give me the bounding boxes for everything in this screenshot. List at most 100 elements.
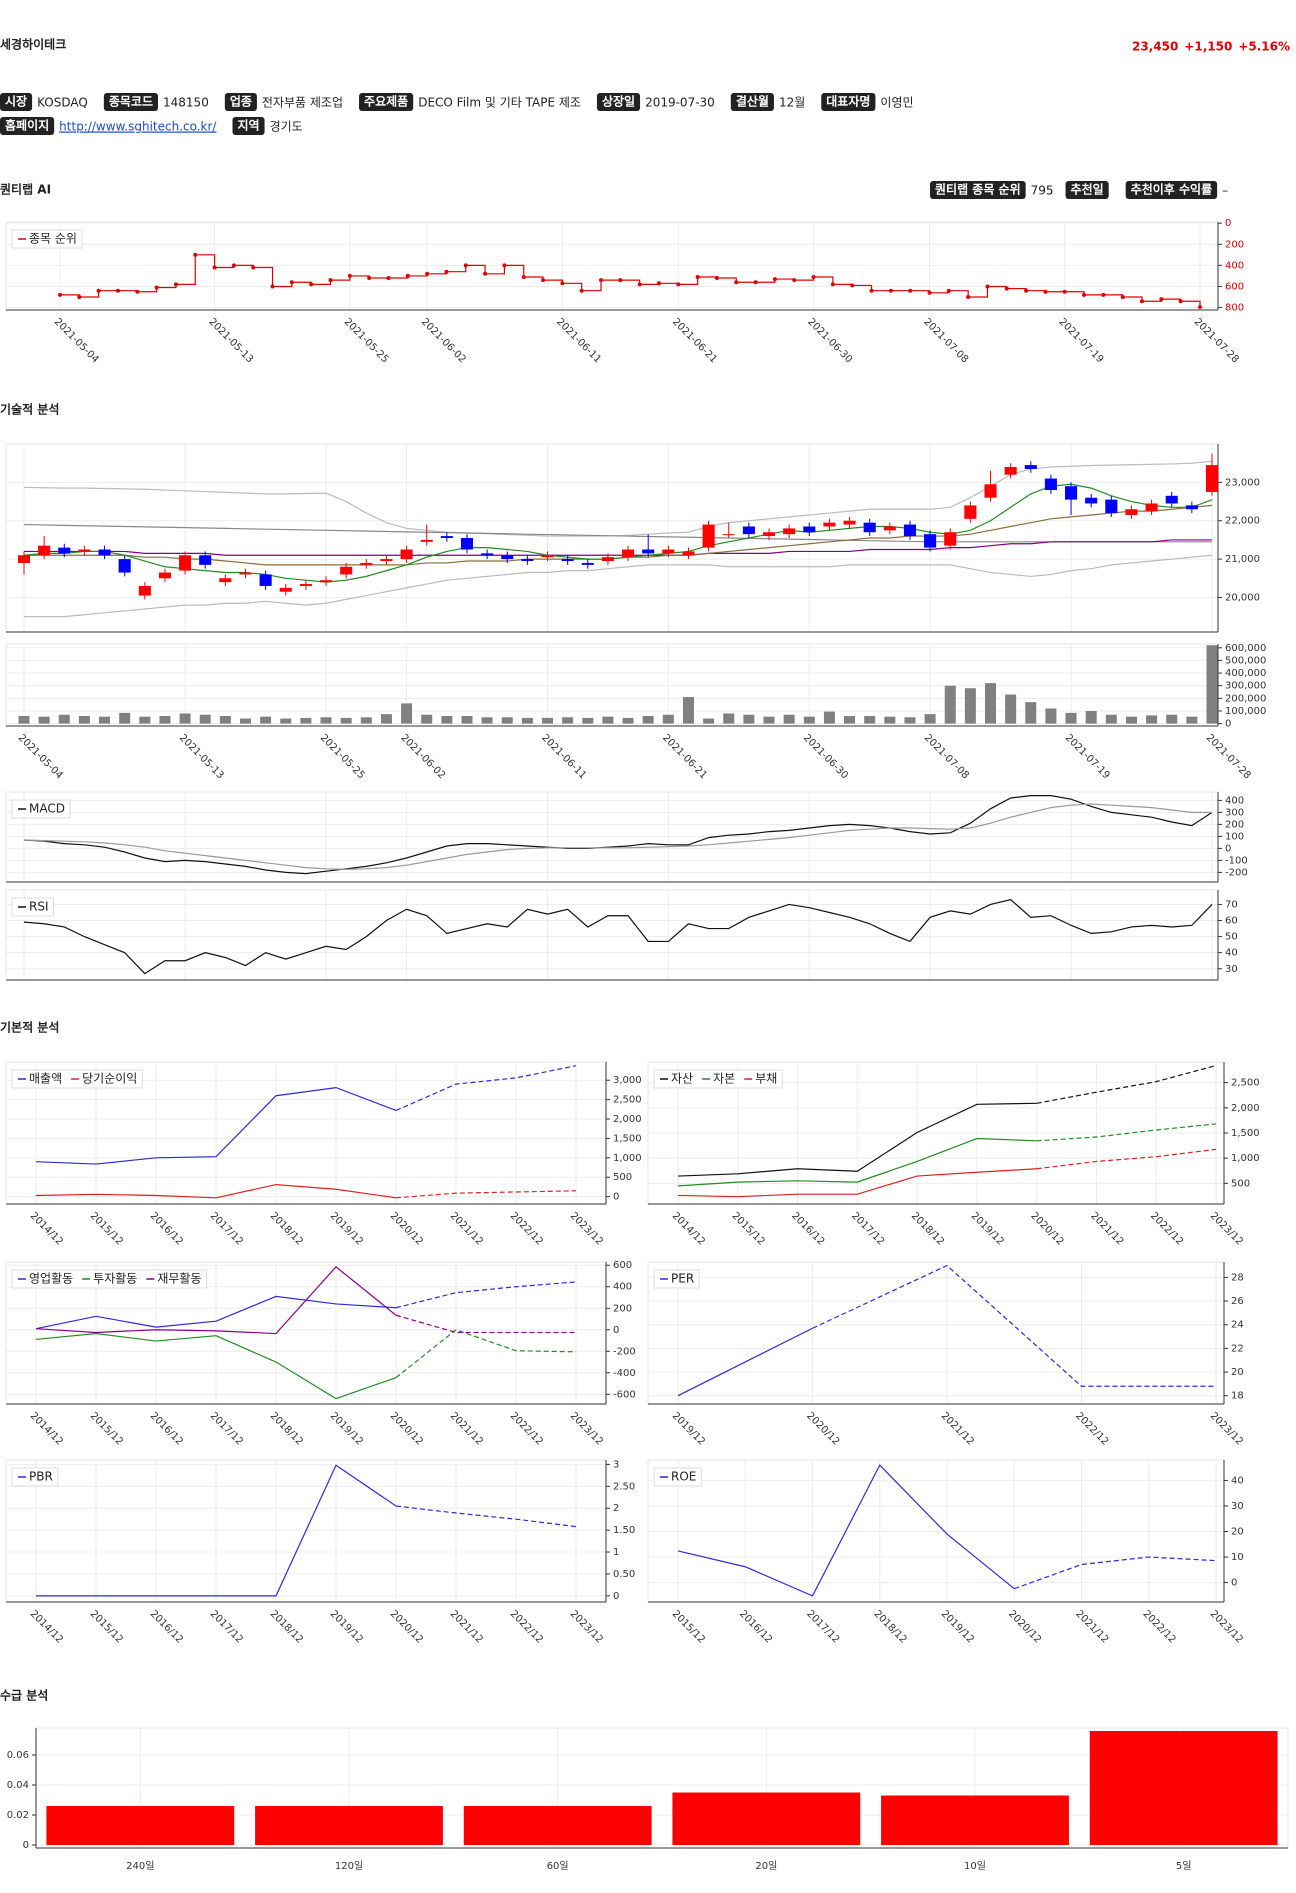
x-tick-label: 2021/12 [939, 1410, 976, 1447]
projection-line [812, 1264, 1216, 1387]
badge [232, 117, 265, 135]
x-tick-label: 2021-07-19 [1063, 732, 1112, 781]
candle-body [279, 587, 292, 592]
bar [904, 717, 916, 724]
point [231, 263, 236, 268]
y-tick-label: 30 [1231, 1501, 1244, 1512]
candle-body [179, 555, 192, 571]
badge [930, 181, 1026, 199]
candle-body [1044, 478, 1057, 491]
x-tick-label: 2021/12 [448, 1410, 485, 1447]
x-tick-label: 2022/12 [508, 1410, 545, 1447]
bar [1089, 1731, 1278, 1845]
y-tick-label: 0.02 [7, 1810, 29, 1821]
candle-body [118, 559, 131, 573]
point [888, 288, 893, 293]
x-tick-label: 2017/12 [208, 1410, 245, 1447]
bar [642, 716, 654, 724]
x-tick-label: 2021-06-02 [398, 732, 447, 781]
bar [421, 714, 433, 724]
badge-label: 업종 [230, 95, 252, 109]
point [425, 271, 430, 276]
candle-body [1024, 465, 1037, 469]
bar [1065, 712, 1077, 724]
candle-body [984, 484, 997, 498]
info-value: 12월 [779, 96, 805, 110]
bar [179, 713, 191, 724]
candle-body [78, 549, 91, 552]
y-tick-label: 21,000 [1225, 554, 1260, 565]
candle-body [601, 557, 614, 562]
x-tick-label: 240일 [126, 1860, 154, 1872]
point [367, 276, 372, 281]
legend-label: 매출액 [29, 1072, 62, 1086]
point [792, 278, 797, 283]
bar [924, 714, 936, 724]
point [1140, 299, 1145, 304]
x-tick-label: 2017/12 [849, 1210, 886, 1247]
candle-body [199, 555, 212, 565]
candle-body [883, 526, 896, 531]
y-tick-label: 1,500 [1231, 1128, 1260, 1139]
badge-label: 홈페이지 [5, 118, 49, 133]
x-tick-label: 2018/12 [268, 1210, 305, 1247]
point [463, 263, 468, 268]
homepage-link[interactable]: http://www.sghitech.co.kr/ [59, 120, 217, 134]
legend-box [11, 229, 83, 249]
badge-label: 상장일 [602, 94, 635, 109]
x-tick-label: 120일 [335, 1860, 363, 1872]
series-line [60, 254, 1201, 308]
y-tick-label: 300 [1225, 807, 1244, 818]
x-tick-label: 2021-07-19 [1057, 316, 1106, 365]
y-tick-label: 40 [1225, 948, 1238, 959]
candle-body [762, 532, 776, 537]
plot-frame [5, 889, 1219, 981]
badge-label: 대표자명 [826, 94, 870, 109]
badge [730, 93, 774, 111]
bar [481, 717, 493, 724]
x-tick-label: 2019/12 [969, 1210, 1006, 1247]
legend-label: PBR [29, 1470, 53, 1484]
legend-label: 재무활동 [157, 1272, 201, 1286]
badge-label: 결산월 [736, 94, 769, 109]
info-value: 795 [1031, 184, 1054, 198]
y-tick-label: 1,500 [613, 1133, 642, 1144]
y-tick-label: 200 [1225, 239, 1244, 250]
bar [461, 716, 473, 724]
bar [58, 714, 70, 724]
y-tick-label: 0 [613, 1325, 619, 1336]
x-tick-label: 2021-06-21 [660, 732, 709, 781]
x-tick-label: 2023/12 [568, 1410, 605, 1447]
x-tick-label: 60일 [547, 1860, 569, 1872]
y-tick-label: 400 [613, 1282, 632, 1293]
legend-box [11, 1467, 59, 1487]
badge-label: 종목코드 [109, 95, 153, 109]
legend-label: 투자활동 [93, 1272, 137, 1286]
point [560, 281, 565, 286]
x-tick-label: 2020/12 [804, 1410, 841, 1447]
badge-label: 시장 [5, 95, 27, 109]
x-tick-label: 2021-07-28 [1204, 732, 1253, 781]
y-tick-label: 1,000 [1231, 1153, 1260, 1164]
candle-body [1205, 465, 1219, 492]
bar [340, 717, 352, 724]
bar [441, 716, 453, 724]
y-tick-label: 2,000 [613, 1114, 642, 1125]
point [946, 288, 951, 293]
x-tick-label: 2019/12 [939, 1608, 976, 1645]
point [927, 290, 932, 295]
projection-line [1036, 1148, 1217, 1170]
legend-box [653, 1467, 702, 1487]
series-line [24, 554, 1213, 618]
x-tick-label: 2021-07-08 [921, 316, 970, 365]
candle-body [158, 572, 171, 579]
x-tick-label: 2020/12 [1028, 1210, 1065, 1247]
candle-body [581, 562, 594, 565]
bar [602, 716, 614, 724]
y-tick-label: 2,500 [613, 1095, 642, 1106]
candle-body [38, 545, 51, 556]
x-tick-label: 2021-06-21 [670, 316, 719, 365]
info-value: 148150 [163, 96, 209, 110]
x-tick-label: 2019/12 [670, 1410, 707, 1447]
